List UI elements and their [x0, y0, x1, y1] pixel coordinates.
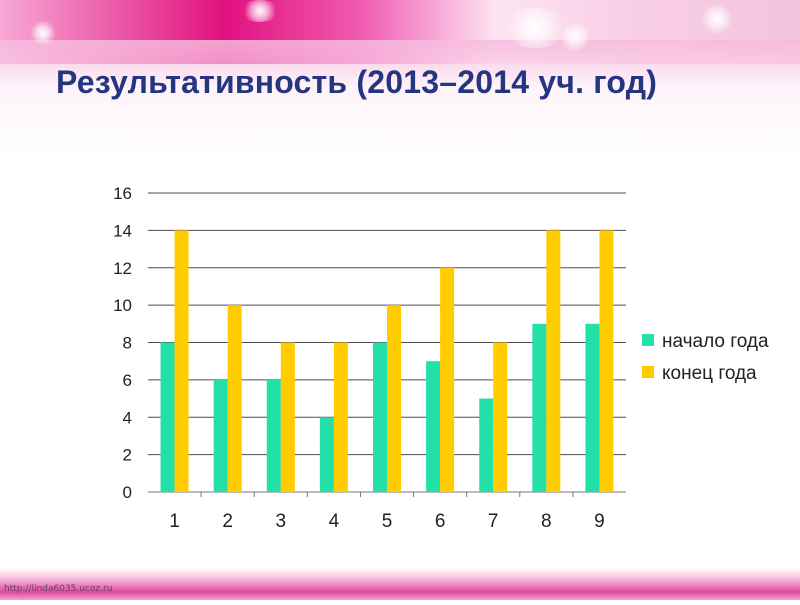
bar-end-7: [493, 342, 508, 492]
y-tick-label: 12: [113, 259, 132, 278]
bar-start-6: [426, 361, 441, 492]
bar-end-2: [227, 305, 242, 492]
legend-label: конец года: [662, 363, 757, 384]
bar-end-3: [280, 342, 295, 492]
x-tick-label: 9: [594, 511, 605, 532]
decorative-header-fade: [0, 40, 800, 160]
x-tick-label: 1: [169, 511, 180, 532]
x-tick-label: 6: [435, 511, 446, 532]
sparkle-decoration: [30, 20, 56, 46]
bar-end-8: [546, 230, 561, 492]
bar-start-5: [373, 342, 387, 492]
x-tick-label: 3: [275, 511, 286, 532]
y-tick-label: 2: [123, 446, 132, 465]
legend-swatch: [642, 334, 654, 346]
sparkle-decoration: [560, 22, 590, 52]
x-tick-label: 7: [488, 511, 499, 532]
bar-end-9: [599, 230, 614, 492]
bar-start-2: [213, 379, 228, 492]
legend-swatch: [642, 366, 654, 378]
y-tick-label: 6: [123, 371, 132, 390]
bar-start-3: [266, 379, 281, 492]
y-tick-label: 8: [123, 334, 132, 353]
y-tick-label: 14: [113, 221, 132, 240]
y-tick-label: 4: [123, 408, 132, 427]
legend-label: начало года: [662, 331, 769, 352]
x-tick-label: 5: [382, 511, 393, 532]
footer-url: http://linda6035.ucoz.ru: [4, 584, 113, 594]
x-tick-label: 2: [222, 511, 233, 532]
decorative-footer-band: [0, 568, 800, 600]
sparkle-decoration: [240, 0, 280, 22]
bar-start-9: [585, 323, 600, 492]
bar-end-5: [387, 305, 401, 492]
bar-end-6: [440, 267, 455, 492]
bar-end-4: [333, 342, 348, 492]
sparkle-decoration: [500, 8, 570, 48]
bar-start-4: [319, 417, 334, 492]
y-tick-label: 16: [113, 184, 132, 203]
bar-end-1: [174, 230, 189, 492]
y-tick-label: 10: [113, 296, 132, 315]
bar-start-1: [160, 342, 175, 492]
x-tick-label: 8: [541, 511, 552, 532]
y-tick-label: 0: [123, 483, 132, 502]
bar-start-8: [532, 323, 547, 492]
x-tick-label: 4: [329, 511, 340, 532]
sparkle-decoration: [700, 4, 734, 34]
bar-start-7: [479, 398, 494, 492]
page-title: Результативность (2013–2014 уч. год): [56, 64, 658, 100]
